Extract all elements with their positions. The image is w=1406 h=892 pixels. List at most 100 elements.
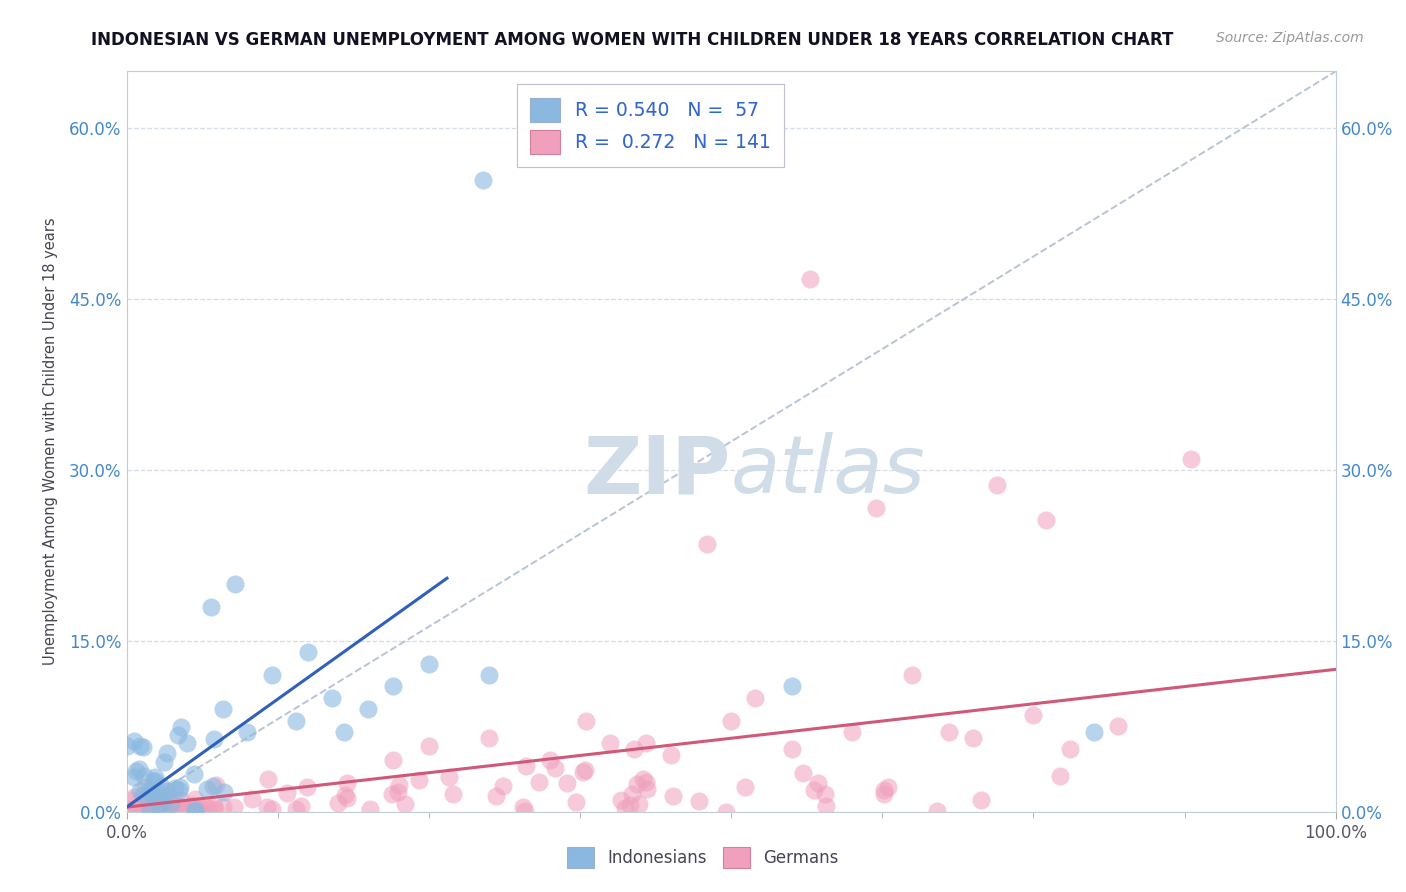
Point: [538, 754, 561, 768]
Point: [1059, 742, 1081, 756]
Point: [132, 740, 155, 755]
Point: [734, 780, 756, 794]
Point: [122, 733, 145, 747]
Point: [162, 805, 184, 819]
Point: [179, 803, 201, 817]
Point: [240, 792, 263, 806]
Point: [472, 172, 495, 186]
Point: [202, 731, 225, 746]
Point: [138, 804, 160, 818]
Point: [614, 801, 637, 815]
Point: [170, 720, 193, 734]
Point: [512, 800, 534, 814]
Point: [262, 802, 284, 816]
Point: [333, 725, 356, 739]
Point: [321, 690, 343, 705]
Point: [134, 801, 156, 815]
Point: [901, 668, 924, 682]
Point: [195, 800, 218, 814]
Point: [148, 798, 170, 813]
Point: [873, 782, 896, 797]
Point: [143, 770, 166, 784]
Point: [1022, 707, 1045, 722]
Point: [150, 779, 173, 793]
Point: [156, 788, 179, 802]
Point: [394, 797, 416, 811]
Point: [623, 742, 645, 756]
Point: [132, 797, 155, 811]
Point: [212, 702, 235, 716]
Point: [121, 793, 143, 807]
Point: [160, 797, 183, 812]
Point: [574, 764, 596, 778]
Point: [696, 537, 718, 551]
Point: [478, 731, 501, 745]
Point: [659, 747, 682, 762]
Point: [115, 739, 138, 753]
Point: [145, 773, 167, 788]
Point: [872, 788, 894, 802]
Point: [803, 783, 825, 797]
Point: [149, 801, 172, 815]
Point: [224, 577, 246, 591]
Point: [195, 781, 218, 796]
Point: [149, 798, 172, 813]
Point: [146, 800, 169, 814]
Point: [134, 798, 156, 813]
Point: [179, 805, 201, 819]
Point: [138, 801, 160, 815]
Point: [276, 786, 298, 800]
Point: [336, 776, 359, 790]
Point: [152, 795, 174, 809]
Point: [441, 788, 464, 802]
Point: [153, 755, 176, 769]
Point: [143, 802, 166, 816]
Point: [1083, 725, 1105, 739]
Point: [125, 764, 148, 778]
Point: [609, 793, 631, 807]
Point: [290, 798, 312, 813]
Point: [139, 803, 162, 817]
Point: [478, 668, 501, 682]
Point: [387, 785, 409, 799]
Point: [134, 780, 156, 794]
Point: [575, 714, 598, 728]
Point: [155, 801, 177, 815]
Point: [128, 801, 150, 815]
Point: [143, 803, 166, 817]
Point: [129, 739, 152, 753]
Point: [359, 802, 381, 816]
Point: [938, 725, 960, 739]
Point: [197, 801, 219, 815]
Point: [169, 799, 191, 814]
Point: [326, 796, 349, 810]
Point: [155, 786, 177, 800]
Point: [169, 780, 191, 794]
Text: atlas: atlas: [731, 432, 927, 510]
Point: [631, 772, 654, 786]
Point: [620, 787, 643, 801]
Point: [807, 775, 830, 789]
Point: [925, 804, 948, 818]
Point: [485, 789, 508, 803]
Point: [544, 761, 567, 775]
Point: [527, 774, 550, 789]
Point: [202, 799, 225, 814]
Point: [212, 785, 235, 799]
Point: [176, 736, 198, 750]
Point: [139, 803, 162, 817]
Point: [174, 804, 197, 818]
Point: [167, 800, 190, 814]
Point: [799, 271, 821, 285]
Text: Source: ZipAtlas.com: Source: ZipAtlas.com: [1216, 31, 1364, 45]
Point: [1049, 769, 1071, 783]
Point: [117, 803, 139, 817]
Point: [169, 804, 191, 818]
Point: [969, 793, 991, 807]
Point: [129, 800, 152, 814]
Point: [513, 804, 536, 818]
Point: [492, 779, 515, 793]
Point: [152, 797, 174, 812]
Point: [418, 657, 440, 671]
Point: [129, 784, 152, 798]
